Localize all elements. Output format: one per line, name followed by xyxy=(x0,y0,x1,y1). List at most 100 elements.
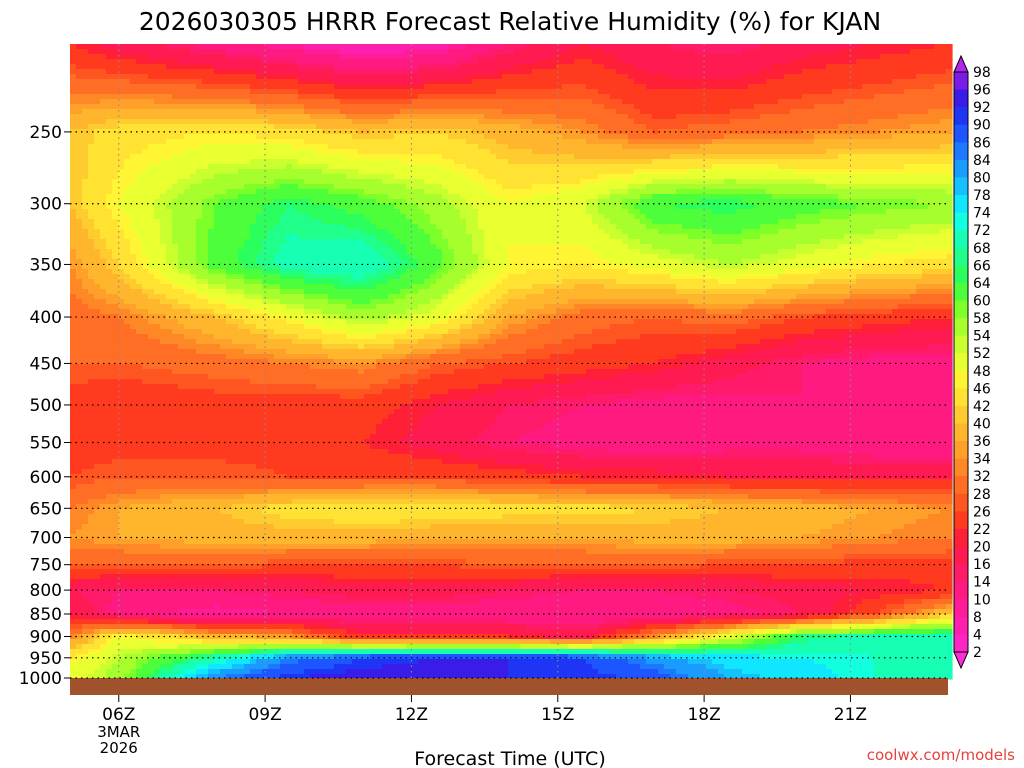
heatmap-cell xyxy=(112,199,119,205)
heatmap-cell xyxy=(550,49,557,55)
heatmap-cell xyxy=(106,184,113,190)
heatmap-cell xyxy=(352,149,359,155)
heatmap-cell xyxy=(886,49,893,55)
heatmap-cell xyxy=(850,109,857,115)
heatmap-cell xyxy=(460,119,467,125)
heatmap-cell xyxy=(772,184,779,190)
heatmap-cell xyxy=(328,164,335,170)
heatmap-cell xyxy=(268,174,275,180)
heatmap-cell xyxy=(232,154,239,160)
heatmap-cell xyxy=(472,209,479,215)
heatmap-cell xyxy=(412,124,419,130)
heatmap-cell xyxy=(916,194,923,200)
heatmap-cell xyxy=(694,189,701,195)
heatmap-cell xyxy=(880,184,887,190)
heatmap-cell xyxy=(244,199,251,205)
heatmap-cell xyxy=(442,194,449,200)
heatmap-cell xyxy=(334,64,341,70)
heatmap-cell xyxy=(262,139,269,145)
heatmap-cell xyxy=(256,109,263,115)
heatmap-cell xyxy=(208,134,215,140)
heatmap-cell xyxy=(712,199,719,205)
heatmap-cell xyxy=(934,129,941,135)
heatmap-cell xyxy=(946,79,953,85)
heatmap-cell xyxy=(850,64,857,70)
heatmap-cell xyxy=(754,159,761,165)
heatmap-cell xyxy=(430,109,437,115)
heatmap-cell xyxy=(622,204,629,210)
heatmap-cell xyxy=(562,44,569,50)
heatmap-cell xyxy=(418,119,425,125)
heatmap-cell xyxy=(502,59,509,65)
heatmap-cell xyxy=(256,104,263,110)
heatmap-cell xyxy=(286,154,293,160)
heatmap-cell xyxy=(88,74,95,80)
heatmap-cell xyxy=(214,149,221,155)
heatmap-cell xyxy=(832,189,839,195)
heatmap-cell xyxy=(490,139,497,145)
heatmap-cell xyxy=(382,154,389,160)
heatmap-cell xyxy=(178,99,185,105)
heatmap-cell xyxy=(472,74,479,80)
heatmap-cell xyxy=(238,124,245,130)
heatmap-cell xyxy=(748,89,755,95)
heatmap-cell xyxy=(244,74,251,80)
heatmap-cell xyxy=(106,119,113,125)
heatmap-cell xyxy=(796,154,803,160)
heatmap-cell xyxy=(784,184,791,190)
heatmap-cell xyxy=(664,139,671,145)
heatmap-cell xyxy=(376,74,383,80)
heatmap-cell xyxy=(316,174,323,180)
heatmap-cell xyxy=(928,69,935,75)
heatmap-cell xyxy=(652,209,659,215)
heatmap-cell xyxy=(394,64,401,70)
heatmap-cell xyxy=(286,159,293,165)
heatmap-cell xyxy=(586,134,593,140)
heatmap-cell xyxy=(514,174,521,180)
heatmap-cell xyxy=(610,59,617,65)
heatmap-cell xyxy=(274,69,281,75)
heatmap-cell xyxy=(202,44,209,50)
heatmap-cell xyxy=(148,79,155,85)
heatmap-cell xyxy=(814,79,821,85)
heatmap-cell xyxy=(70,129,77,135)
heatmap-cell xyxy=(418,184,425,190)
heatmap-cell xyxy=(844,74,851,80)
heatmap-cell xyxy=(598,74,605,80)
heatmap-cell xyxy=(316,119,323,125)
heatmap-cell xyxy=(496,114,503,120)
heatmap-cell xyxy=(340,129,347,135)
heatmap-cell xyxy=(502,54,509,60)
heatmap-cell xyxy=(196,169,203,175)
heatmap-cell xyxy=(940,44,947,50)
heatmap-cell xyxy=(100,99,107,105)
heatmap-cell xyxy=(106,74,113,80)
heatmap-cell xyxy=(382,59,389,65)
heatmap-cell xyxy=(868,179,875,185)
heatmap-cell xyxy=(136,149,143,155)
heatmap-cell xyxy=(370,74,377,80)
heatmap-cell xyxy=(166,119,173,125)
heatmap-cell xyxy=(274,104,281,110)
heatmap-cell xyxy=(610,69,617,75)
heatmap-cell xyxy=(898,144,905,150)
heatmap-cell xyxy=(586,209,593,215)
heatmap-cell xyxy=(502,209,509,215)
heatmap-cell xyxy=(232,79,239,85)
heatmap-cell xyxy=(268,59,275,65)
heatmap-cell xyxy=(538,179,545,185)
heatmap-cell xyxy=(136,159,143,165)
heatmap-cell xyxy=(628,109,635,115)
heatmap-cell xyxy=(262,54,269,60)
heatmap-cell xyxy=(232,59,239,65)
heatmap-cell xyxy=(538,199,545,205)
heatmap-cell xyxy=(892,99,899,105)
heatmap-cell xyxy=(340,89,347,95)
heatmap-cell xyxy=(178,114,185,120)
heatmap-cell xyxy=(448,164,455,170)
heatmap-cell xyxy=(532,134,539,140)
heatmap-cell xyxy=(682,159,689,165)
heatmap-cell xyxy=(148,94,155,100)
heatmap-cell xyxy=(376,79,383,85)
heatmap-cell xyxy=(100,124,107,130)
